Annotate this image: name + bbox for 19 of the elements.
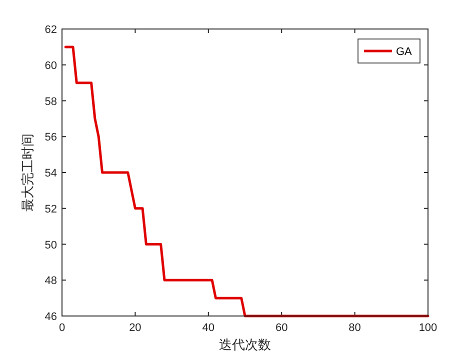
- y-tick-label: 48: [44, 275, 57, 288]
- y-axis-title: 最大完工时间: [20, 134, 35, 212]
- y-tick-label: 60: [44, 60, 57, 72]
- x-tick-label: 20: [129, 322, 142, 334]
- x-tick-label: 100: [418, 322, 438, 334]
- x-tick-label: 80: [348, 322, 361, 334]
- y-tick-label: 56: [44, 132, 57, 144]
- x-axis-title: 迭代次数: [219, 337, 271, 352]
- legend-label: GA: [396, 46, 413, 58]
- y-tick-label: 62: [44, 24, 57, 36]
- x-tick-label: 0: [58, 322, 66, 334]
- y-tick-label: 54: [44, 168, 57, 180]
- y-tick-label: 58: [44, 96, 57, 108]
- y-tick-label: 50: [44, 239, 57, 252]
- y-tick-label: 52: [44, 203, 57, 216]
- y-tick-label: 46: [44, 311, 57, 323]
- x-tick-label: 40: [202, 322, 215, 334]
- line-series: [64, 46, 430, 318]
- x-tick-label: 60: [275, 322, 288, 334]
